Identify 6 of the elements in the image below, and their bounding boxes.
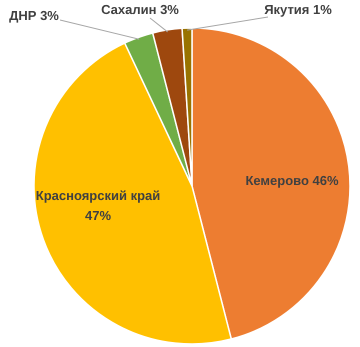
data-label: 47%	[84, 208, 112, 223]
slice-label: Якутия 1%	[264, 2, 332, 17]
slice-label: Сахалин 3%	[101, 2, 180, 17]
slice-label: Красноярский край	[36, 188, 160, 203]
slice-label: Кемерово 46%	[245, 173, 339, 188]
slice-label: ДНР 3%	[9, 8, 60, 23]
